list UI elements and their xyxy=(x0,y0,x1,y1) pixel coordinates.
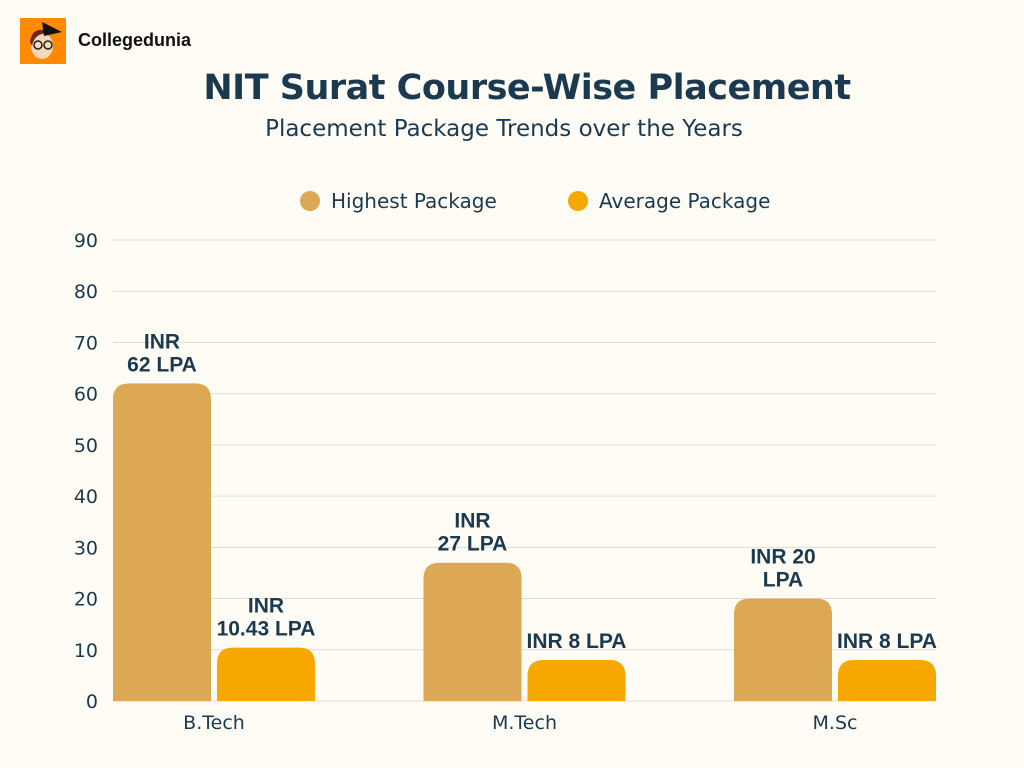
y-tick-label: 40 xyxy=(74,486,98,508)
bar-average-package xyxy=(217,647,315,701)
data-label: 10.43 LPA xyxy=(217,618,316,641)
data-label: LPA xyxy=(763,569,803,592)
collegedunia-logo xyxy=(20,18,66,64)
y-tick-label: 70 xyxy=(74,332,98,354)
bar-highest-package xyxy=(113,383,211,701)
y-tick-label: 50 xyxy=(74,435,98,457)
bar-highest-package xyxy=(734,598,832,701)
brand-name: Collegedunia xyxy=(78,30,192,50)
data-label: 62 LPA xyxy=(127,353,197,376)
x-tick-label: M.Tech xyxy=(492,712,557,734)
data-label: INR xyxy=(144,330,180,353)
y-tick-label: 90 xyxy=(74,230,98,252)
data-label: INR 8 LPA xyxy=(837,630,937,653)
bar-average-package xyxy=(838,660,936,701)
data-label: INR 8 LPA xyxy=(527,630,627,653)
bar-average-package xyxy=(527,660,626,701)
y-tick-label: 10 xyxy=(74,640,98,662)
bar-highest-package xyxy=(423,562,522,701)
y-tick-label: 80 xyxy=(74,281,98,303)
x-tick-label: B.Tech xyxy=(183,712,245,734)
y-tick-label: 30 xyxy=(74,537,98,559)
chart-subtitle: Placement Package Trends over the Years xyxy=(265,116,743,142)
data-label: INR xyxy=(248,595,284,618)
data-label: INR xyxy=(454,510,490,533)
student-mascot-icon xyxy=(30,22,62,59)
x-tick-label: M.Sc xyxy=(813,712,858,734)
chart-title: NIT Surat Course-Wise Placement xyxy=(203,68,851,108)
data-label: INR 20 xyxy=(750,546,815,569)
y-tick-label: 0 xyxy=(86,691,98,713)
legend-swatch xyxy=(568,191,588,211)
data-label: 27 LPA xyxy=(438,533,508,556)
legend-label: Average Package xyxy=(599,189,770,213)
y-tick-label: 60 xyxy=(74,384,98,406)
legend-label: Highest Package xyxy=(331,189,497,213)
y-tick-label: 20 xyxy=(74,589,98,611)
legend-swatch xyxy=(300,191,320,211)
